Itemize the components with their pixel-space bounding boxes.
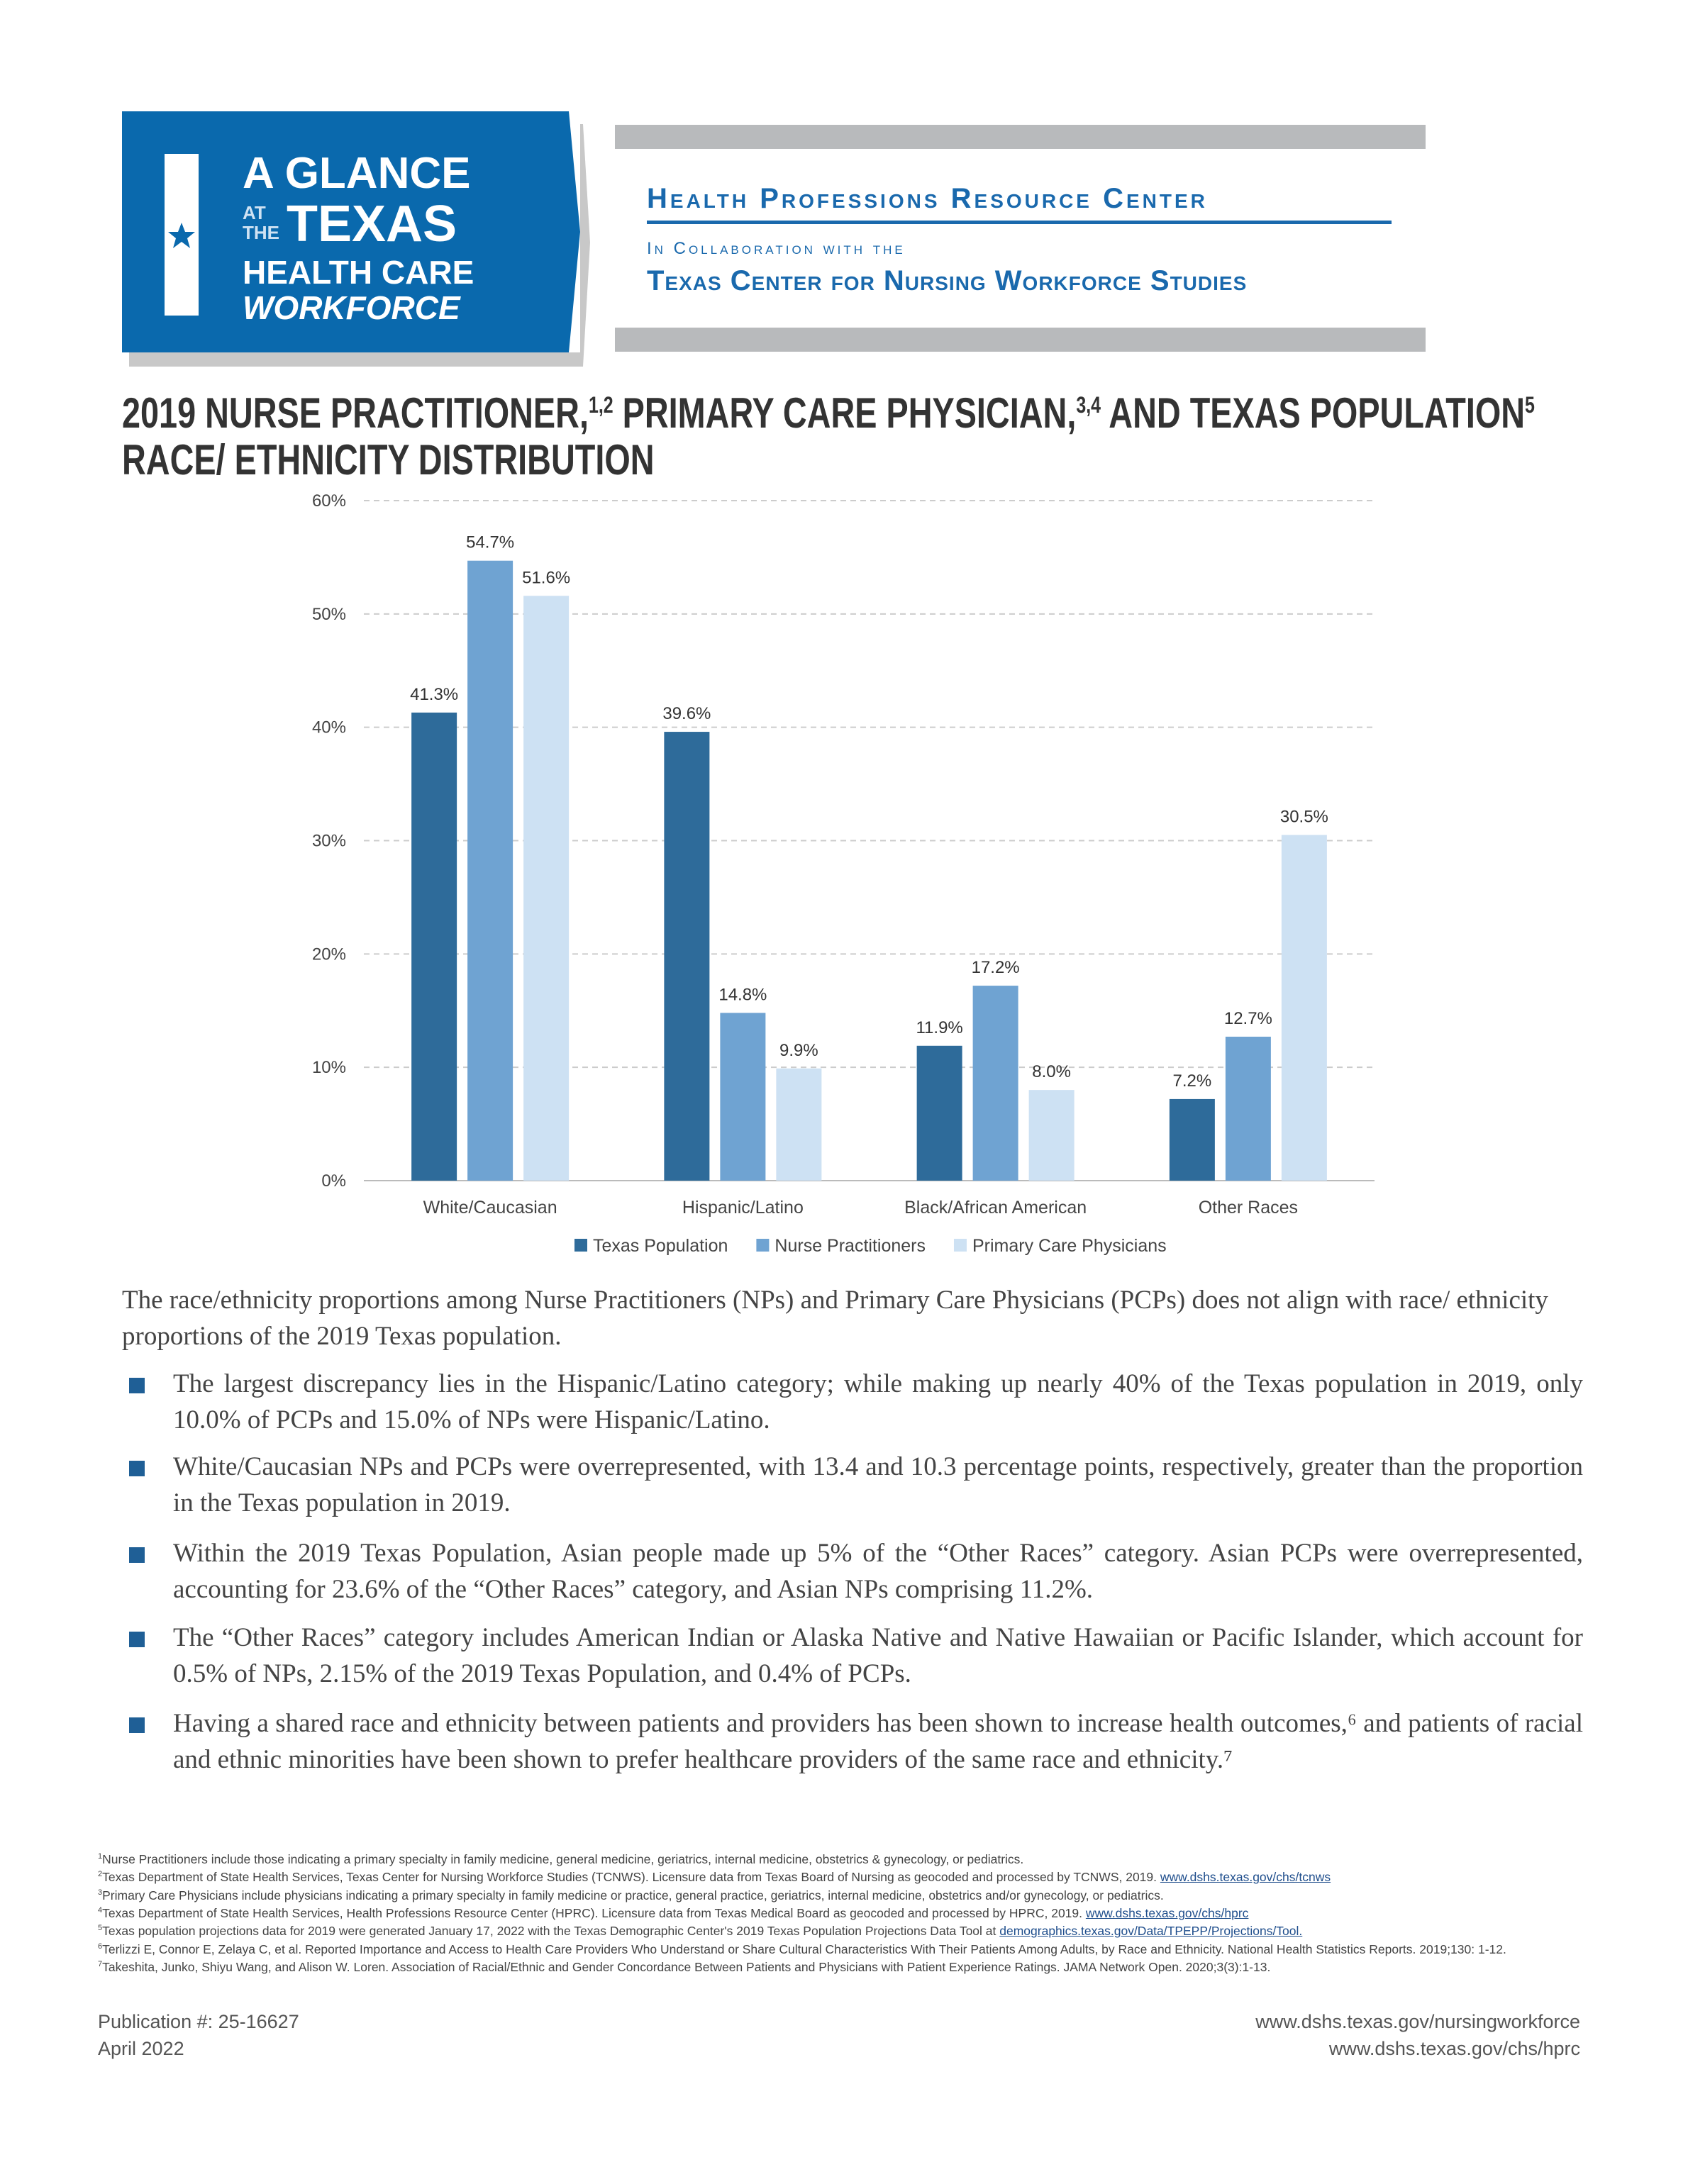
footnote-ref: 3,4 [1076, 392, 1101, 418]
bar-primary-care-physicians [776, 1068, 822, 1181]
title-part: RACE/ ETHNICITY DISTRIBUTION [122, 436, 655, 484]
y-tick-label: 60% [312, 491, 346, 511]
publication-number: Publication #: 25-16627 [98, 2011, 299, 2032]
x-tick-label: Hispanic/Latino [682, 1198, 804, 1218]
bullet-item: Having a shared race and ethnicity betwe… [122, 1705, 1583, 1778]
y-tick-label: 40% [312, 718, 346, 737]
bullet-text: Within the 2019 Texas Population, Asian … [173, 1539, 1583, 1604]
footnote: 5Texas population projections data for 2… [98, 1924, 1303, 1939]
bullet-square-icon [129, 1717, 145, 1733]
x-tick-label: Other Races [1199, 1198, 1298, 1218]
data-label: 14.8% [718, 985, 767, 1004]
data-label: 9.9% [779, 1041, 818, 1060]
logo-texas: TEXAS [287, 196, 457, 252]
header-bar-bottom [615, 328, 1426, 352]
nursing-workforce-url[interactable]: www.dshs.texas.gov/nursingworkforce [1255, 2011, 1580, 2032]
bullet-square-icon [129, 1378, 145, 1393]
bar-nurse-practitioners [720, 1013, 766, 1181]
title-part: 2019 NURSE PRACTITIONER, [122, 389, 589, 437]
data-label: 39.6% [662, 704, 711, 723]
bar-nurse-practitioners [972, 986, 1018, 1181]
footnote-ref: 1,2 [588, 392, 613, 418]
y-tick-label: 50% [312, 605, 346, 624]
footnotes: 1Nurse Practitioners include those indic… [98, 1849, 1601, 1975]
data-label: 17.2% [972, 958, 1020, 977]
legend-swatch [756, 1239, 770, 1252]
header-divider [647, 221, 1392, 224]
bar-texas-population [916, 1045, 962, 1181]
data-label: 41.3% [410, 685, 458, 704]
bullet-item: Within the 2019 Texas Population, Asian … [122, 1535, 1583, 1608]
bar-primary-care-physicians [523, 596, 570, 1181]
y-tick-label: 0% [321, 1171, 346, 1191]
legend-label: Primary Care Physicians [972, 1236, 1167, 1256]
legend-swatch [574, 1239, 587, 1252]
bullet-text: Having a shared race and ethnicity betwe… [173, 1709, 1583, 1774]
bullet-square-icon [129, 1461, 145, 1476]
bullet-text: White/Caucasian NPs and PCPs were overre… [173, 1452, 1583, 1517]
footnote: 2Texas Department of State Health Servic… [98, 1870, 1331, 1885]
data-label: 12.7% [1224, 1009, 1272, 1028]
bullet-item: The “Other Races” category includes Amer… [122, 1620, 1583, 1692]
footnote: 7Takeshita, Junko, Shiyu Wang, and Aliso… [98, 1959, 1271, 1974]
data-label: 51.6% [522, 568, 570, 587]
header-bar-top [615, 125, 1426, 149]
bar-chart: 0% 10% 20% 30% 40% 50% 60% 41.3% 54.7% 51.6% White… [312, 491, 1375, 1256]
footer-links: www.dshs.texas.gov/nursingworkforce www.… [1255, 2008, 1580, 2062]
page-title: 2019 NURSE PRACTITIONER,1,2 PRIMARY CARE… [122, 381, 1616, 484]
glance-logo: A GLANCE AT THE TEXAS HEALTH CARE WORKFO… [122, 111, 590, 367]
logo-line3: HEALTH CARE [243, 254, 474, 291]
title-part: AND TEXAS POPULATION [1101, 389, 1526, 437]
bar-texas-population [411, 712, 457, 1181]
logo-banner-shape [122, 111, 590, 367]
hprc-link[interactable]: www.dshs.texas.gov/chs/hprc [1085, 1905, 1249, 1920]
collab-text: In Collaboration with the [647, 239, 906, 258]
y-tick-label: 10% [312, 1058, 346, 1077]
bullet-text: The largest discrepancy lies in the Hisp… [173, 1369, 1583, 1434]
footnote-ref: 5 [1525, 392, 1535, 418]
tcnws-link[interactable]: www.dshs.texas.gov/chs/tcnws [1160, 1870, 1331, 1885]
footnote: 6Terlizzi E, Connor E, Zelaya C, et al. … [98, 1941, 1506, 1956]
hprc-url[interactable]: www.dshs.texas.gov/chs/hprc [1328, 2038, 1580, 2059]
bullet-square-icon [129, 1632, 145, 1647]
publication-date: April 2022 [98, 2038, 184, 2059]
footnote: 1Nurse Practitioners include those indic… [98, 1851, 1024, 1866]
data-label: 30.5% [1280, 808, 1328, 827]
bar-texas-population [664, 732, 710, 1181]
data-label: 11.9% [916, 1018, 962, 1037]
bullet-item: The largest discrepancy lies in the Hisp… [122, 1366, 1583, 1438]
bar-texas-population [1169, 1098, 1215, 1181]
footnote: 3Primary Care Physicians include physici… [98, 1888, 1164, 1902]
bar-primary-care-physicians [1281, 835, 1327, 1181]
logo-the: THE [243, 222, 279, 243]
footnote: 4Texas Department of State Health Servic… [98, 1905, 1249, 1920]
data-label: 54.7% [466, 533, 514, 552]
y-tick-label: 20% [312, 945, 346, 964]
x-tick-label: White/Caucasian [423, 1198, 557, 1218]
title-part: PRIMARY CARE PHYSICIAN, [613, 389, 1077, 437]
x-tick-label: Black/African American [904, 1198, 1087, 1218]
logo-line1: A GLANCE [243, 149, 471, 198]
legend-swatch [953, 1239, 967, 1252]
bullet-text: The “Other Races” category includes Amer… [173, 1623, 1583, 1688]
bar-primary-care-physicians [1028, 1090, 1075, 1181]
data-label: 7.2% [1173, 1071, 1212, 1091]
bar-nurse-practitioners [467, 560, 513, 1181]
logo-line4: WORKFORCE [243, 289, 460, 326]
star-icon [168, 223, 195, 248]
org-name: Health Professions Resource Center [647, 183, 1208, 214]
intro-paragraph: The race/ethnicity proportions among Nur… [122, 1286, 1548, 1351]
bar-nurse-practitioners [1225, 1037, 1271, 1181]
bullet-item: White/Caucasian NPs and PCPs were overre… [122, 1449, 1583, 1521]
partner-name: Texas Center for Nursing Workforce Studi… [647, 265, 1248, 296]
logo-at: AT [243, 202, 266, 223]
bullet-square-icon [129, 1547, 145, 1563]
legend-label: Texas Population [593, 1236, 728, 1256]
data-label: 8.0% [1032, 1062, 1071, 1081]
demographics-link[interactable]: demographics.texas.gov/Data/TPEPP/Projec… [999, 1924, 1303, 1939]
y-tick-label: 30% [312, 832, 346, 851]
legend-label: Nurse Practitioners [774, 1236, 926, 1256]
publication-info: Publication #: 25-16627 April 2022 [98, 2008, 299, 2062]
